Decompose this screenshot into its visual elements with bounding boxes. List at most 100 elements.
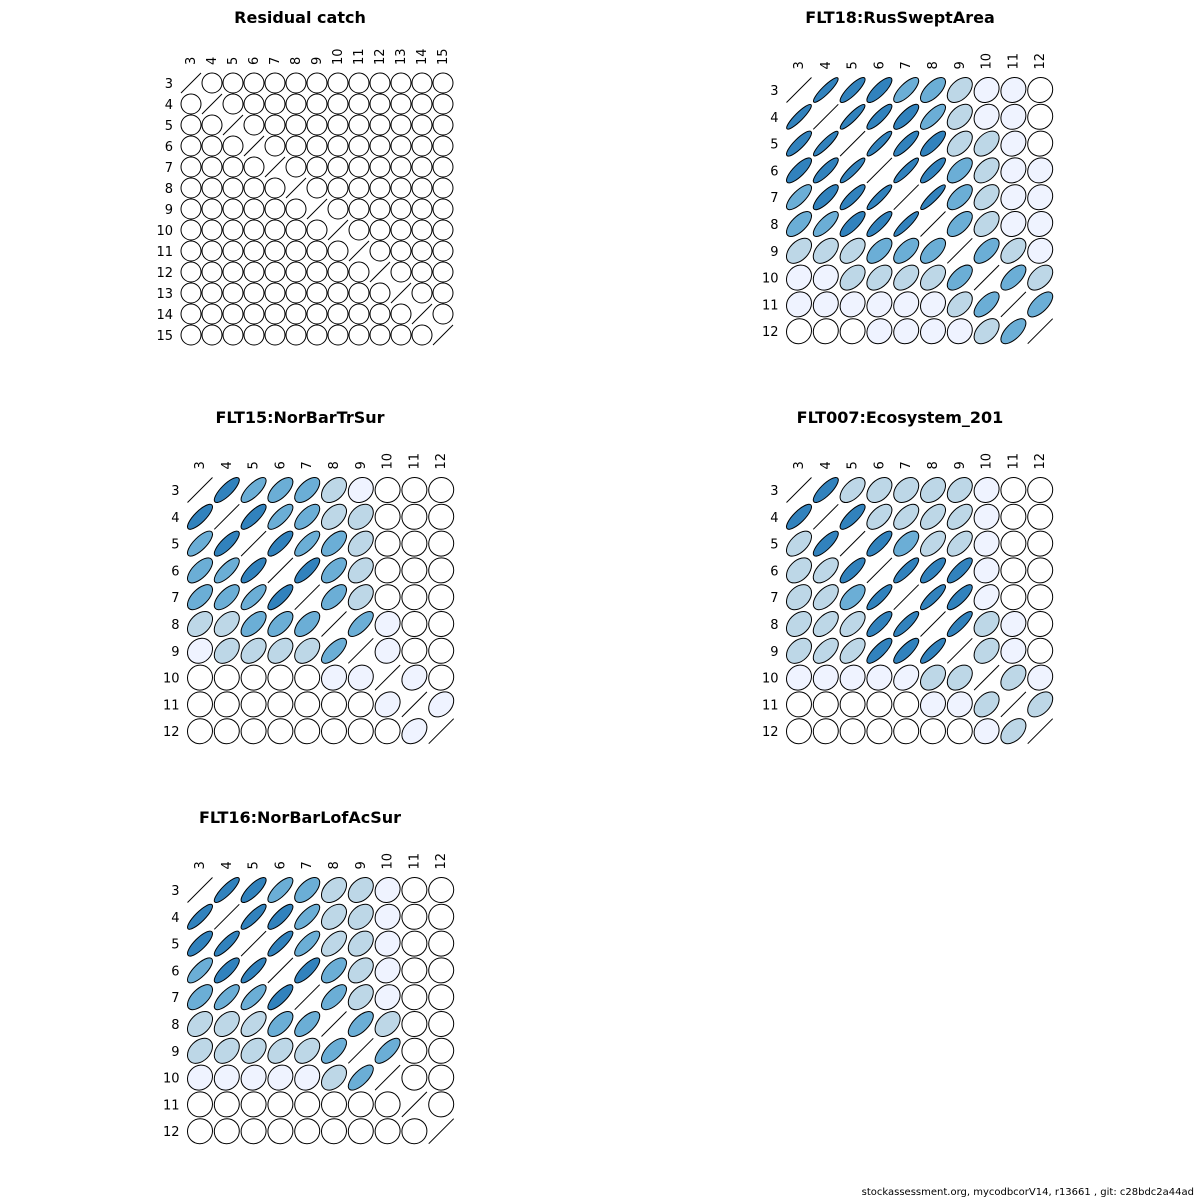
correlation-ellipse — [347, 984, 374, 1011]
correlation-ellipse — [294, 1037, 321, 1064]
correlation-ellipse — [213, 1011, 240, 1038]
correlation-ellipse — [401, 584, 428, 611]
diagonal-line — [946, 237, 973, 264]
correlation-ellipse — [321, 903, 348, 930]
correlation-ellipse — [243, 324, 265, 346]
correlation-ellipse — [411, 135, 433, 157]
panel-title: FLT15:NorBarTrSur — [215, 408, 384, 427]
correlation-ellipse — [866, 184, 893, 211]
row-label: 12 — [163, 1125, 180, 1140]
correlation-ellipse — [839, 477, 866, 504]
correlation-ellipse — [320, 530, 347, 557]
correlation-ellipse — [264, 93, 286, 115]
correlation-ellipse — [306, 72, 328, 94]
panel-title: FLT16:NorBarLofAcSur — [199, 808, 401, 827]
diagonal-line — [1000, 291, 1027, 318]
row-label: 8 — [770, 618, 778, 633]
diagonal-line — [786, 477, 812, 503]
correlation-ellipse — [320, 1091, 347, 1118]
diagonal-line — [306, 198, 328, 220]
row-label: 13 — [156, 287, 173, 302]
diagonal-line — [347, 1037, 374, 1064]
diagonal-line — [243, 135, 265, 157]
correlation-ellipse — [946, 184, 973, 211]
correlation-ellipse — [946, 264, 973, 291]
correlation-ellipse — [1000, 718, 1027, 745]
correlation-ellipse — [321, 984, 348, 1011]
row-label: 9 — [165, 203, 173, 218]
correlation-ellipse — [839, 611, 866, 638]
correlation-ellipse — [285, 198, 307, 220]
correlation-ellipse — [222, 177, 244, 199]
column-label: 7 — [300, 861, 315, 869]
column-label: 4 — [220, 461, 235, 469]
column-label: 11 — [407, 853, 422, 870]
correlation-ellipse — [327, 282, 349, 304]
column-label: 6 — [273, 861, 288, 869]
row-label: 12 — [163, 725, 180, 740]
corr-panel-1: Residual catch33445566778899101011111212… — [156, 8, 454, 346]
correlation-ellipse — [327, 324, 349, 346]
correlation-ellipse — [369, 240, 391, 262]
correlation-ellipse — [785, 318, 812, 345]
correlation-ellipse — [785, 503, 812, 530]
correlation-ellipse — [201, 135, 223, 157]
correlation-ellipse — [428, 957, 455, 984]
column-label: 6 — [872, 61, 887, 69]
correlation-ellipse — [866, 664, 893, 691]
correlation-ellipse — [812, 157, 839, 184]
correlation-ellipse — [243, 93, 265, 115]
diagonal-line — [267, 957, 294, 984]
correlation-ellipse — [866, 264, 893, 291]
correlation-ellipse — [428, 903, 455, 930]
column-label: 4 — [205, 57, 220, 65]
row-label: 3 — [770, 84, 778, 99]
row-label: 10 — [762, 272, 779, 287]
diagonal-line — [201, 93, 223, 115]
correlation-ellipse — [348, 177, 370, 199]
correlation-ellipse — [213, 1118, 240, 1145]
row-label: 4 — [171, 911, 179, 926]
correlation-ellipse — [213, 877, 240, 903]
correlation-ellipse — [186, 503, 213, 530]
correlation-ellipse — [411, 177, 433, 199]
correlation-ellipse — [411, 261, 433, 283]
correlation-ellipse — [1027, 610, 1054, 637]
correlation-ellipse — [786, 557, 813, 584]
diagonal-line — [432, 324, 454, 346]
correlation-ellipse — [213, 1064, 240, 1091]
footer-credit: stockassessment.org, mycodbcorV14, r1366… — [861, 1187, 1194, 1198]
correlation-ellipse — [222, 156, 244, 178]
row-label: 3 — [171, 484, 179, 499]
correlation-ellipse — [919, 530, 946, 557]
diagonal-line — [294, 584, 321, 611]
correlation-ellipse — [347, 876, 374, 903]
column-label: 10 — [331, 48, 346, 65]
correlation-ellipse — [893, 318, 920, 345]
correlation-ellipse — [327, 303, 349, 325]
column-label: 12 — [434, 853, 449, 870]
correlation-ellipse — [401, 1064, 428, 1091]
correlation-ellipse — [946, 718, 973, 745]
correlation-ellipse — [946, 530, 973, 557]
correlation-ellipse — [186, 530, 213, 557]
corr-panel-3: FLT15:NorBarTrSur 3 3 4 4 5 5 6 6 7 7 8 8 9 9 10 10 11 11 1… — [163, 408, 455, 745]
correlation-ellipse — [866, 637, 893, 664]
correlation-ellipse — [893, 77, 920, 104]
column-label: 7 — [268, 57, 283, 65]
row-label: 7 — [165, 161, 173, 176]
diagonal-line — [839, 530, 866, 557]
correlation-ellipse — [180, 135, 202, 157]
correlation-ellipse — [243, 114, 265, 136]
correlation-ellipse — [893, 157, 920, 184]
correlation-ellipse — [812, 237, 839, 264]
column-label: 12 — [1033, 453, 1048, 470]
correlation-ellipse — [786, 103, 812, 130]
correlation-ellipse — [1027, 211, 1054, 238]
row-label: 11 — [163, 1098, 180, 1113]
correlation-ellipse — [320, 1118, 347, 1145]
row-label: 9 — [770, 645, 778, 660]
correlation-ellipse — [267, 877, 294, 904]
correlation-ellipse — [264, 240, 286, 262]
correlation-ellipse — [428, 664, 455, 691]
